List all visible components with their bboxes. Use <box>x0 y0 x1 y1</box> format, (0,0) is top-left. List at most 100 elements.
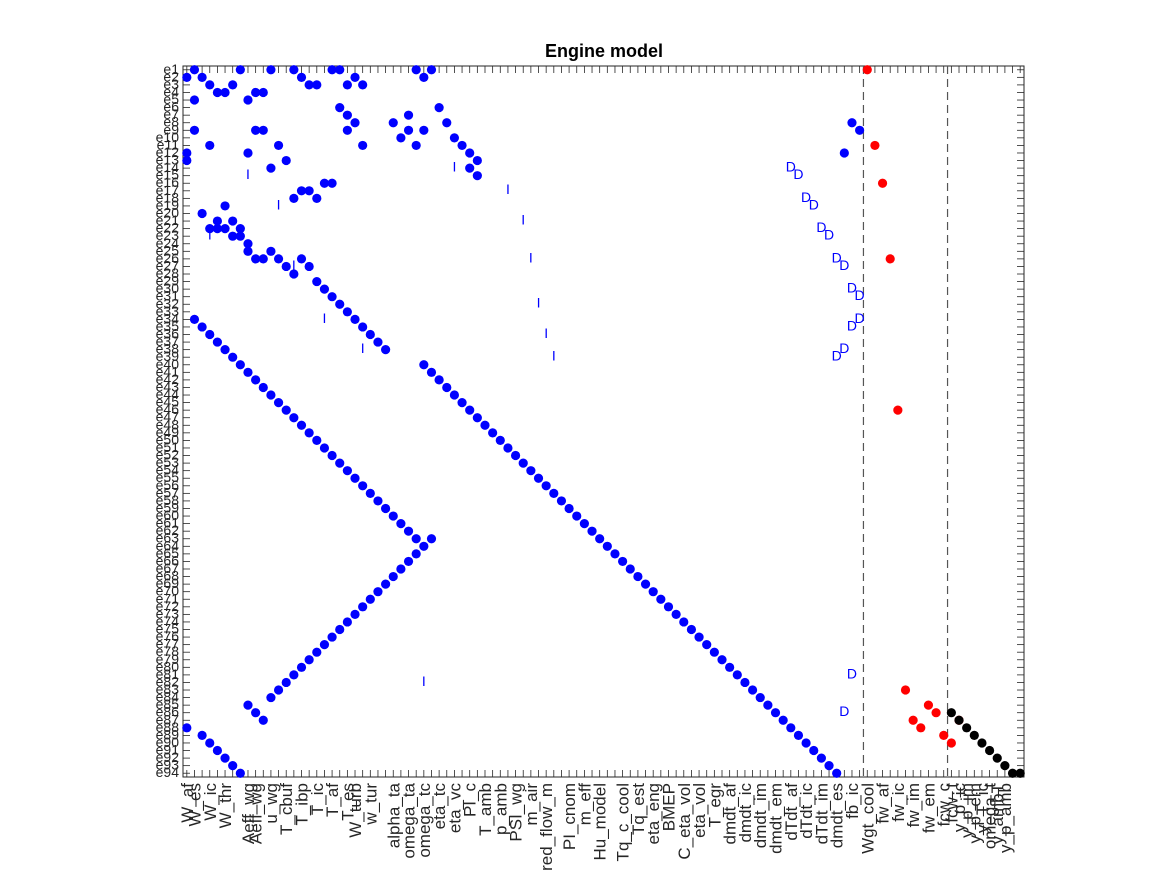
data-point-label: I <box>521 211 525 227</box>
y-tick-label: e48 <box>156 416 180 432</box>
y-tick-label: e83 <box>156 681 180 697</box>
data-point <box>243 239 253 249</box>
data-point <box>182 723 192 733</box>
y-tick-label: e88 <box>156 719 180 735</box>
data-point-label: D <box>809 196 819 212</box>
data-point <box>266 65 276 75</box>
x-tick-label: W_ic <box>201 783 220 821</box>
y-tick-label: e28 <box>156 265 180 281</box>
data-point <box>388 118 398 128</box>
y-tick-label: e33 <box>156 303 180 319</box>
data-point-label: D <box>832 348 842 364</box>
x-tick-label: W_af <box>178 783 197 823</box>
data-point <box>679 617 689 627</box>
y-tick-label: e77 <box>156 636 180 652</box>
x-tick-label: C_eta_vol <box>675 783 694 860</box>
data-point <box>266 163 276 173</box>
y-tick-label: e26 <box>156 250 180 266</box>
data-point <box>656 594 666 604</box>
x-tick-label: T_af <box>323 783 342 817</box>
y-tick-label: e8 <box>163 114 179 130</box>
y-tick-label: e38 <box>156 341 180 357</box>
data-point <box>327 450 337 461</box>
data-point <box>197 208 207 219</box>
x-tick-label: y_T_ic <box>973 783 992 834</box>
data-point <box>572 511 582 521</box>
data-point <box>342 80 352 90</box>
data-point <box>342 617 352 627</box>
x-tick-label: dTdt_im <box>812 783 831 844</box>
data-point <box>182 155 192 166</box>
data-point <box>472 413 482 423</box>
data-point <box>220 201 230 211</box>
x-tick-label: m_eff <box>575 783 594 825</box>
x-tick-label: T_amb <box>476 783 495 836</box>
data-point <box>457 140 467 151</box>
data-point <box>403 110 414 120</box>
data-point-label: I <box>552 348 556 364</box>
data-point <box>289 670 299 680</box>
data-point <box>304 80 314 90</box>
data-point <box>419 360 429 370</box>
data-point <box>212 216 223 226</box>
data-point <box>388 511 398 521</box>
y-tick-label: e47 <box>156 409 180 425</box>
data-point <box>373 496 383 506</box>
y-tick-label: e49 <box>156 424 180 440</box>
data-point <box>946 738 956 748</box>
data-point <box>304 655 314 665</box>
y-tick-label: e82 <box>156 673 180 689</box>
data-point <box>1015 768 1025 778</box>
data-point <box>533 473 544 483</box>
data-point <box>747 685 758 695</box>
y-tick-label: e81 <box>156 666 180 682</box>
data-point-label: D <box>855 287 865 303</box>
data-point <box>839 148 849 158</box>
data-point <box>319 640 330 650</box>
data-point-label: I <box>529 249 533 265</box>
y-tick-label: e76 <box>156 628 180 644</box>
data-point <box>465 148 475 158</box>
data-point <box>885 254 895 264</box>
data-point <box>426 367 437 377</box>
data-point-label: I <box>277 196 281 212</box>
y-tick-label: e30 <box>156 280 180 296</box>
x-tick-label: dmdt_af <box>721 783 740 845</box>
y-tick-label: e91 <box>156 742 180 758</box>
data-point <box>296 662 307 672</box>
data-point <box>235 224 245 234</box>
data-point <box>289 269 299 279</box>
data-point <box>358 140 368 151</box>
x-tick-label: fw_em <box>919 783 938 833</box>
data-point <box>809 745 819 756</box>
data-point-label: D <box>847 280 857 296</box>
x-tick-label: red_flow_m <box>537 783 556 871</box>
y-tick-label: e90 <box>156 734 180 750</box>
y-tick-label: e20 <box>156 204 180 220</box>
x-tick-label: Aeff_wg <box>247 783 266 844</box>
data-point <box>786 723 796 733</box>
data-point <box>465 405 475 415</box>
data-point <box>220 224 230 234</box>
data-point-label: I <box>422 673 426 689</box>
data-point <box>977 738 987 748</box>
data-point-label: D <box>839 257 849 273</box>
data-point <box>327 632 337 642</box>
data-point <box>228 352 238 362</box>
data-point <box>312 435 322 446</box>
y-tick-label: e16 <box>156 174 180 190</box>
y-tick-label: e39 <box>156 348 180 364</box>
x-tick-label: p_amb <box>491 783 510 835</box>
data-point <box>403 125 414 135</box>
x-tick-label: dmdt_ic <box>736 783 755 843</box>
y-tick-label: e5 <box>163 91 179 107</box>
y-tick-label: e66 <box>156 552 180 568</box>
x-tick-label: fw_af <box>874 783 893 824</box>
data-point <box>312 193 322 203</box>
data-point <box>396 519 406 529</box>
x-tick-label: dTdt_ic <box>797 783 816 839</box>
data-point <box>289 193 299 203</box>
x-tick-label: T_egr <box>705 783 724 828</box>
y-tick-label: e46 <box>156 401 180 417</box>
data-point <box>954 715 964 725</box>
